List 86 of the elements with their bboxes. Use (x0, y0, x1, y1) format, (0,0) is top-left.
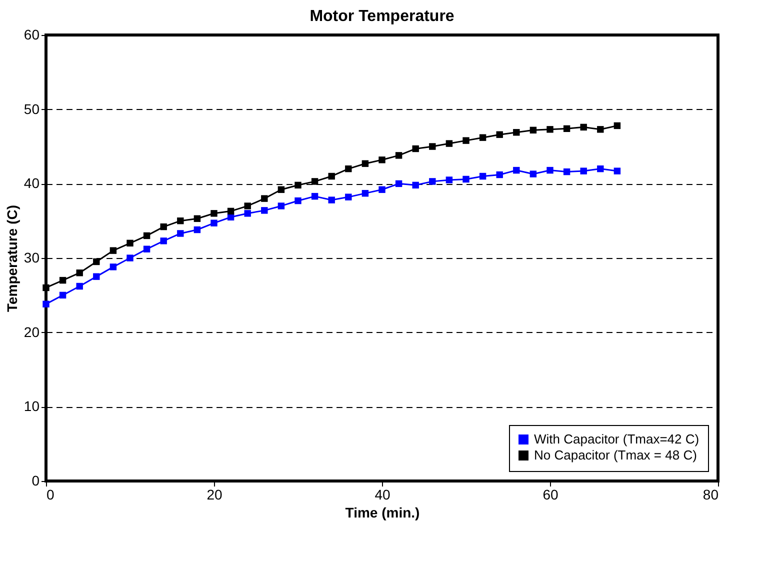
point (311, 178, 318, 185)
point (328, 172, 335, 180)
point (194, 215, 201, 222)
point (42, 300, 50, 308)
point (462, 176, 470, 183)
point (210, 220, 218, 226)
point (126, 254, 134, 262)
point (345, 194, 352, 200)
point (93, 273, 100, 280)
point (563, 125, 570, 132)
point (244, 202, 251, 210)
point (278, 202, 285, 210)
point (412, 145, 419, 152)
y-tick-label: 60 (24, 26, 40, 42)
y-tick-label: 30 (24, 250, 40, 266)
point (328, 196, 335, 204)
point (530, 170, 537, 178)
y-tick-label: 50 (24, 100, 40, 117)
point (177, 230, 184, 237)
point (294, 197, 302, 204)
point (76, 270, 83, 276)
point (227, 208, 234, 215)
point (429, 143, 436, 150)
point (378, 156, 386, 164)
point (42, 284, 50, 292)
point (345, 165, 352, 172)
y-tick-label: 0 (32, 472, 40, 488)
point (597, 165, 604, 172)
point (479, 134, 486, 141)
y-axis-title: Temperature (C) (4, 204, 20, 312)
point (160, 223, 167, 230)
point (446, 140, 453, 147)
point (210, 210, 218, 217)
point (530, 126, 537, 134)
point (177, 217, 184, 224)
point (614, 168, 621, 174)
point (546, 126, 554, 133)
point (378, 186, 386, 193)
point (59, 276, 66, 284)
point (614, 122, 621, 130)
y-tick-label: 40 (24, 175, 40, 192)
point (294, 182, 302, 189)
point (462, 137, 470, 144)
point (395, 152, 402, 159)
point (59, 292, 66, 299)
point (429, 178, 436, 185)
point (143, 232, 150, 240)
point (143, 246, 150, 252)
point (311, 192, 318, 200)
point (597, 126, 604, 133)
point (446, 176, 453, 184)
point (496, 171, 503, 178)
point (362, 190, 369, 197)
point (395, 180, 402, 188)
point (513, 129, 520, 136)
point (110, 264, 117, 270)
point (479, 172, 486, 180)
point (513, 166, 520, 174)
point (76, 282, 83, 290)
point (563, 168, 570, 176)
point (412, 182, 419, 189)
chart-title: Motor Temperature (310, 8, 454, 25)
point (580, 168, 587, 174)
x-tick-label: 20 (206, 486, 222, 502)
point (496, 131, 503, 138)
point (126, 240, 134, 246)
y-tick-label: 20 (24, 324, 40, 340)
x-tick-label: 0 (46, 486, 54, 502)
point (278, 186, 285, 193)
y-tick-label: 10 (24, 398, 40, 414)
point (261, 207, 268, 214)
point (93, 258, 100, 266)
point (261, 195, 268, 202)
legend-label: With Capacitor (Tmax=42 C) (534, 432, 700, 446)
point (194, 226, 201, 234)
point (160, 238, 167, 244)
point (362, 160, 369, 167)
point (546, 166, 554, 174)
legend-label: No Capacitor (Tmax = 48 C) (534, 448, 697, 462)
point (244, 210, 251, 217)
point (580, 124, 587, 131)
x-tick-label: 60 (542, 486, 558, 502)
point (110, 247, 117, 254)
x-tick-label: 80 (702, 486, 719, 502)
x-axis-title: Time (min.) (345, 504, 420, 520)
x-tick-label: 40 (374, 486, 390, 502)
